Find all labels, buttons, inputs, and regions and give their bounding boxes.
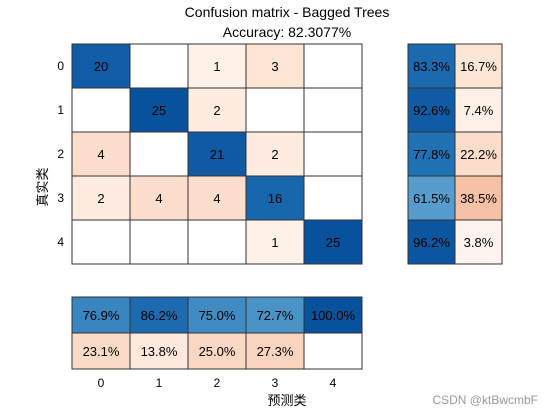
matrix-cell — [71, 219, 131, 265]
watermark: CSDN @ktBwcmbF — [432, 393, 538, 407]
matrix-cell-value: 4 — [213, 191, 220, 206]
column-summary-value: 13.8% — [141, 344, 178, 359]
row-summary-cell — [454, 131, 503, 177]
row-summary-cell — [454, 87, 503, 133]
row-summary-value: 83.3% — [413, 59, 450, 74]
column-summary-value: 23.1% — [83, 344, 120, 359]
matrix-cell-value: 1 — [271, 235, 278, 250]
y-tick-label: 0 — [57, 59, 64, 73]
matrix-cell — [303, 131, 363, 177]
row-summary-cell — [407, 87, 456, 133]
matrix-cell — [187, 43, 247, 89]
row-summary-value: 16.7% — [460, 59, 497, 74]
matrix-cell — [71, 131, 131, 177]
matrix-cell — [129, 175, 189, 221]
row-summary-cell — [407, 131, 456, 177]
matrix-cell-value: 1 — [213, 59, 220, 74]
matrix-cell — [303, 87, 363, 133]
column-summary-cell — [303, 332, 363, 370]
x-tick-label: 4 — [330, 376, 337, 390]
matrix-cell — [303, 43, 363, 89]
matrix-cell — [129, 131, 189, 177]
x-tick-label: 0 — [98, 376, 105, 390]
row-summary-cell — [407, 175, 456, 221]
y-tick-label: 4 — [57, 235, 64, 249]
column-summary-cell — [187, 296, 247, 334]
x-axis-label: 预测类 — [267, 393, 306, 408]
matrix-cell-value: 2 — [97, 191, 104, 206]
column-summary-value: 27.3% — [257, 344, 294, 359]
matrix-cell-value: 4 — [97, 147, 104, 162]
matrix-cell — [187, 219, 247, 265]
matrix-cell-value: 2 — [271, 147, 278, 162]
y-axis-label: 真实类 — [35, 167, 50, 206]
row-summary-value: 96.2% — [413, 235, 450, 250]
row-summary-value: 92.6% — [413, 103, 450, 118]
row-summary-value: 3.8% — [464, 235, 494, 250]
y-tick-label: 2 — [57, 147, 64, 161]
column-summary-panel: 76.9% 86.2% 75.0% 72.7% 100.0% 23.1% 13.8% 25.0… — [71, 296, 363, 370]
matrix-cell-value: 21 — [210, 147, 224, 162]
matrix-cell-value: 3 — [271, 59, 278, 74]
matrix-cell — [303, 175, 363, 221]
column-summary-value: 86.2% — [141, 308, 178, 323]
matrix-cell-value: 2 — [213, 103, 220, 118]
column-summary-value: 100.0% — [311, 308, 356, 323]
matrix-cell — [129, 43, 189, 89]
row-summary-value: 77.8% — [413, 147, 450, 162]
matrix-cell — [245, 131, 305, 177]
row-summary-cell — [407, 219, 456, 265]
y-tick-label: 3 — [57, 191, 64, 205]
matrix-cell — [303, 219, 363, 265]
matrix-cell-value: 25 — [326, 235, 340, 250]
x-tick-label: 2 — [214, 376, 221, 390]
column-summary-cell — [303, 296, 363, 334]
row-summary-value: 61.5% — [413, 191, 450, 206]
column-summary-cell — [129, 332, 189, 370]
column-summary-value: 25.0% — [199, 344, 236, 359]
column-summary-value: 76.9% — [83, 308, 120, 323]
row-summary-value: 38.5% — [460, 191, 497, 206]
chart-title: Confusion matrix - Bagged Trees — [185, 4, 390, 20]
row-summary-value: 7.4% — [464, 103, 494, 118]
matrix-cell — [71, 87, 131, 133]
matrix-cell-value: 4 — [155, 191, 162, 206]
matrix-cell-value: 20 — [94, 59, 108, 74]
column-summary-value: 72.7% — [257, 308, 294, 323]
y-tick-label: 1 — [57, 103, 64, 117]
matrix-cell — [129, 219, 189, 265]
x-tick-label: 1 — [156, 376, 163, 390]
matrix-cell — [245, 43, 305, 89]
matrix-cell-value: 25 — [152, 103, 166, 118]
matrix-cell — [245, 175, 305, 221]
matrix-cell — [245, 87, 305, 133]
row-summary-panel: 83.3% 16.7% 92.6% 7.4% 77.8% 22.2% 61.5% 38.5% 9… — [407, 43, 503, 265]
matrix-cell — [71, 43, 131, 89]
row-summary-value: 22.2% — [460, 147, 497, 162]
confusion-matrix: 20 1 3 25 2 4 21 2 2 4 4 16 1 25 — [71, 43, 363, 265]
row-summary-cell — [454, 43, 503, 89]
chart-subtitle: Accuracy: 82.3077% — [223, 24, 351, 40]
tick-labels: 0 0 1 1 2 2 3 3 4 4 — [57, 59, 336, 390]
x-tick-label: 3 — [272, 376, 279, 390]
row-summary-cell — [454, 175, 503, 221]
matrix-cell-value: 16 — [268, 191, 282, 206]
matrix-cell — [245, 219, 305, 265]
column-summary-value: 75.0% — [199, 308, 236, 323]
column-summary-cell — [245, 296, 305, 334]
row-summary-cell — [454, 219, 503, 265]
